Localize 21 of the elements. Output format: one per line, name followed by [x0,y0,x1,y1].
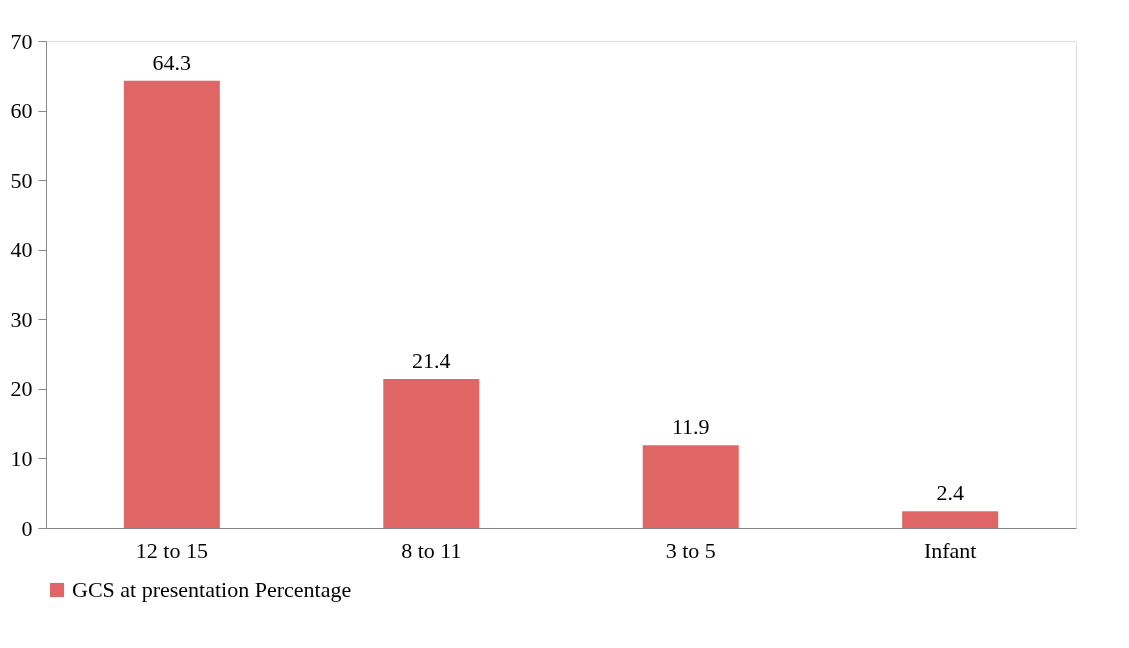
y-tick-label: 10 [10,445,33,471]
x-tick-label: 12 to 15 [135,537,208,563]
y-tick-label: 20 [10,376,33,402]
data-label: 2.4 [936,480,964,506]
bar [123,80,220,528]
legend-label: GCS at presentation Percentage [72,577,352,602]
bar [383,379,480,528]
y-tick-label: 0 [21,515,33,541]
y-tick-label: 30 [10,306,33,332]
x-tick-label: 3 to 5 [665,537,716,563]
bar [902,511,999,528]
y-tick-label: 40 [10,237,33,263]
data-label: 21.4 [412,348,451,374]
x-tick-label: 8 to 11 [401,537,462,563]
bar [642,445,739,528]
y-tick-label: 70 [10,28,33,54]
x-tick-label: Infant [923,537,977,563]
data-label: 11.9 [671,414,710,440]
y-tick-label: 50 [10,167,33,193]
data-label: 64.3 [152,49,192,75]
y-tick-label: 60 [10,98,33,124]
